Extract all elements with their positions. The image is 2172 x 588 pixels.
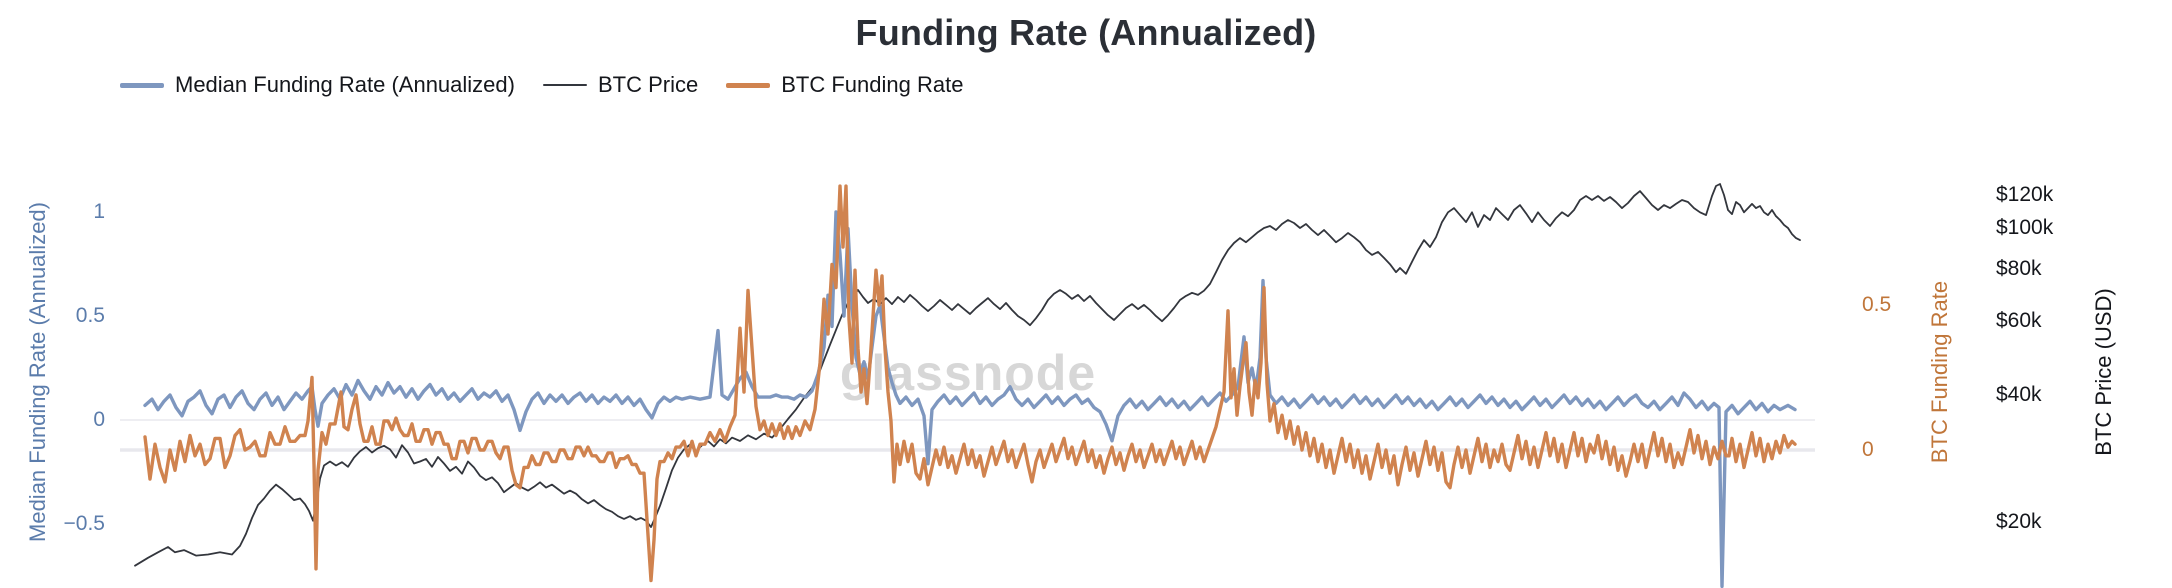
series-line-median-funding-rate-annualized: [143, 210, 1797, 588]
legend-item-median-funding-rate-annualized[interactable]: Median Funding Rate (Annualized): [120, 72, 515, 98]
legend-label: BTC Funding Rate: [781, 72, 964, 97]
legend-swatch-icon: [542, 83, 587, 87]
glassnode-watermark: glassnode: [840, 345, 1096, 401]
funding-axis-title: BTC Funding Rate: [1927, 280, 1952, 464]
right_funding-tick-0: 0: [1862, 438, 1874, 461]
left-tick-1: 1: [93, 200, 105, 223]
left-axis-title: Median Funding Rate (Annualized): [25, 202, 50, 542]
right_price-tick-80k: $80k: [1996, 256, 2042, 280]
legend-swatch-icon: [120, 82, 164, 88]
right_price-tick-60k: $60k: [1996, 309, 2042, 333]
left-tick-0.5: −0.5: [63, 512, 105, 535]
page-title: Funding Rate (Annualized): [855, 12, 1317, 53]
right_price-tick-40k: $40k: [1996, 383, 2042, 407]
right_price-tick-20k: $20k: [1996, 509, 2042, 533]
left-tick-0.5: 0.5: [75, 304, 105, 327]
legend-label: BTC Price: [597, 72, 699, 97]
right_funding-tick-0.5: 0.5: [1862, 293, 1892, 316]
right_price-tick-100k: $100k: [1996, 216, 2054, 239]
series-line-btc-funding-rate: [143, 184, 1797, 583]
series-line-btc-price: [134, 183, 1801, 567]
right_price-tick-120k: $120k: [1996, 182, 2054, 206]
legend-item-btc-funding-rate[interactable]: BTC Funding Rate: [726, 72, 963, 98]
price-axis-title: BTC Price (USD): [2091, 288, 2116, 456]
left-tick-0: 0: [93, 408, 105, 431]
legend: Median Funding Rate (Annualized) BTC Pric…: [120, 72, 963, 98]
legend-label: Median Funding Rate (Annualized): [175, 72, 515, 97]
legend-item-btc-price[interactable]: BTC Price: [542, 72, 699, 98]
legend-swatch-icon: [726, 82, 771, 88]
